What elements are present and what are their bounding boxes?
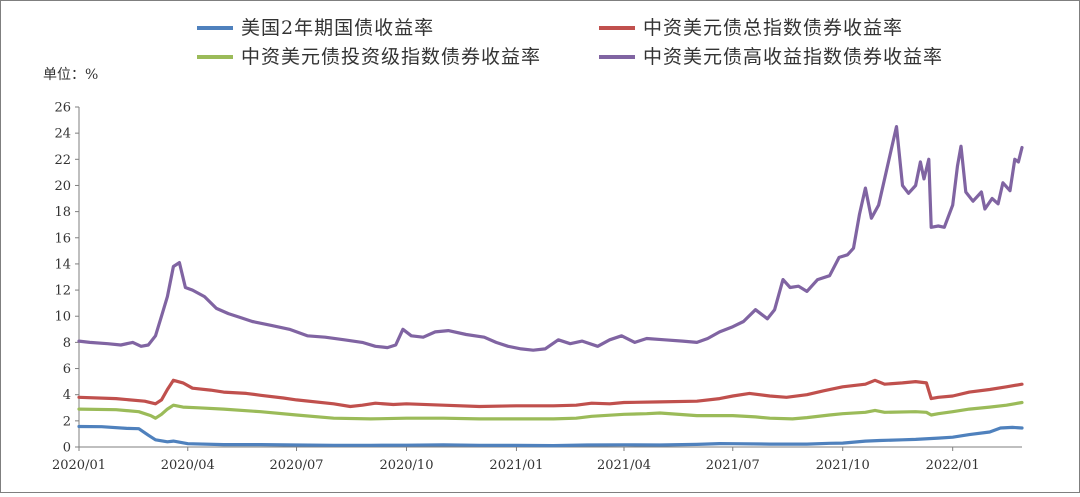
series-line-1 [77,424,1024,448]
x-tick-label: 2021/04 [597,458,651,473]
x-tick-label: 2020/10 [379,458,433,473]
y-tick-label: 20 [54,179,71,194]
y-tick-label: 22 [54,153,71,168]
x-axis: 2020/01 2020/04 2020/07 2020/10 2021/01 2021/… [52,446,1022,473]
legend-label: 美国2年期国债收益率 [241,17,434,39]
x-tick-label: 2021/10 [816,458,870,473]
series-layer [77,124,1024,448]
legend-label: 中资美元债高收益指数债券收益率 [643,46,943,68]
series-line-3 [77,400,1024,421]
y-tick-label: 4 [63,388,71,403]
legend-item: 中资美元债高收益指数债券收益率 [599,46,943,68]
y-tick-label: 6 [63,362,71,377]
legend-item: 美国2年期国债收益率 [197,17,434,39]
y-tick-label: 0 [63,441,71,456]
legend-label: 中资美元债投资级指数债券收益率 [241,46,541,68]
x-tick-label: 2020/04 [161,458,215,473]
y-tick-label: 12 [54,284,71,299]
y-tick-label: 8 [63,336,71,351]
unit-label: 单位：% [43,67,98,83]
y-tick-label: 10 [54,310,71,325]
series-line-4 [77,124,1024,352]
x-tick-label: 2021/01 [489,458,543,473]
x-tick-label: 2022/01 [926,458,980,473]
y-tick-label: 14 [54,257,71,272]
x-tick-label: 2020/07 [270,458,324,473]
y-tick-label: 24 [54,127,71,142]
y-tick-label: 18 [54,205,71,220]
x-tick-label: 2020/01 [52,458,106,473]
y-tick-label: 26 [54,101,71,116]
legend-item: 中资美元债总指数债券收益率 [599,17,903,39]
y-tick-label: 2 [63,414,71,429]
x-tick-label: 2021/07 [706,458,760,473]
y-tick-label: 16 [54,231,71,246]
legend-item: 中资美元债投资级指数债券收益率 [197,46,541,68]
series-line-2 [77,378,1024,409]
legend-label: 中资美元债总指数债券收益率 [643,17,903,39]
